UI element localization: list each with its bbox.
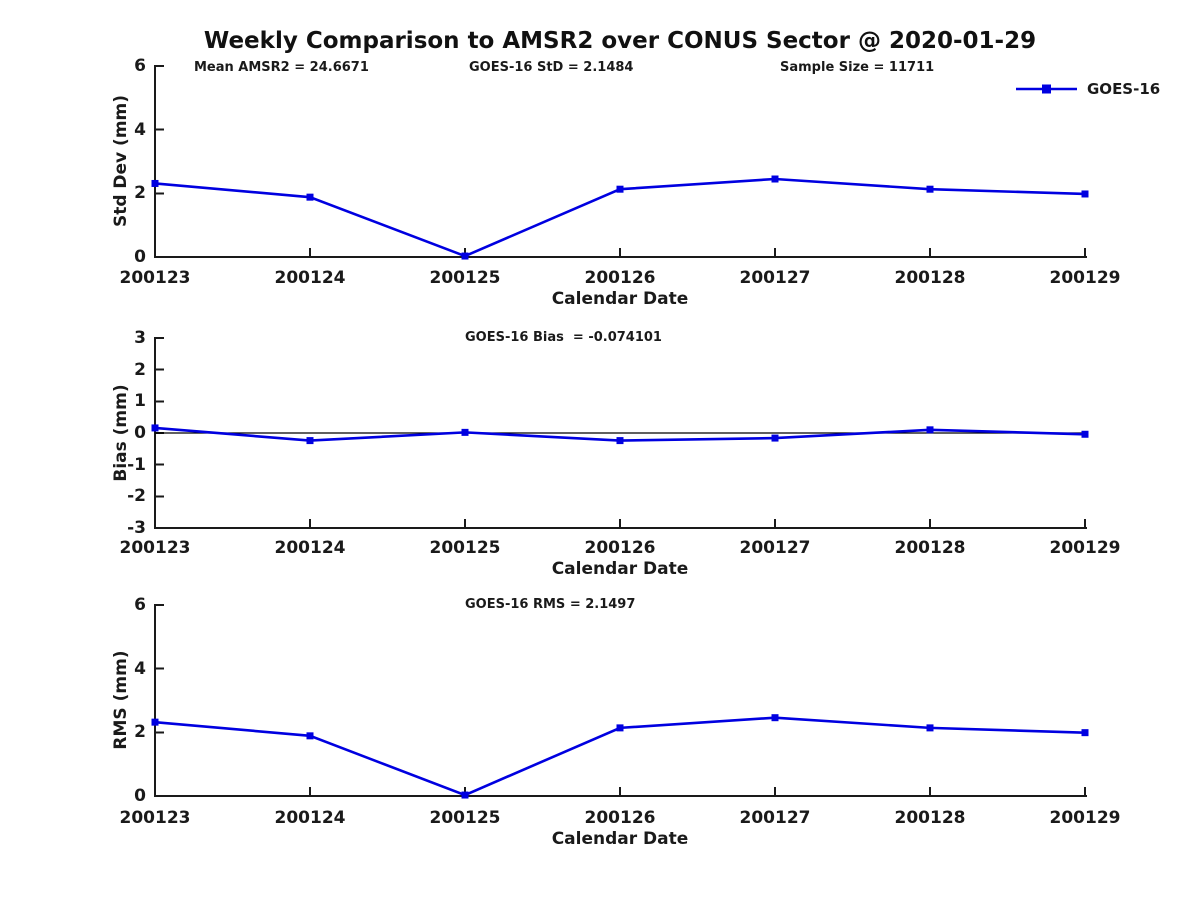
legend-marker [1042, 84, 1051, 94]
x-tick-label: 200124 [274, 268, 346, 288]
y-tick-label: 2 [134, 722, 146, 742]
y-tick-label: 0 [134, 786, 146, 806]
data-marker [616, 437, 624, 445]
data-marker [616, 724, 624, 732]
stat-mean-amsr2: Mean AMSR2 = 24.6671 [194, 60, 369, 75]
data-marker [771, 175, 779, 183]
legend-label: GOES-16 [1087, 80, 1161, 98]
y-tick-label: 4 [134, 659, 146, 679]
x-tick-label: 200126 [584, 268, 656, 288]
data-marker [306, 732, 314, 740]
main-title: Weekly Comparison to AMSR2 over CONUS Se… [203, 28, 1037, 54]
x-tick-label: 200127 [739, 808, 811, 828]
data-marker [926, 185, 934, 193]
data-marker [306, 193, 314, 201]
data-marker [771, 434, 779, 442]
x-tick-label: 200126 [584, 538, 656, 558]
data-marker [151, 179, 159, 187]
x-tick-label: 200129 [1049, 538, 1121, 558]
y-tick-label: -3 [127, 518, 146, 538]
x-tick-label: 200125 [429, 808, 501, 828]
x-tick-label: 200129 [1049, 808, 1121, 828]
y-tick-label: 3 [134, 328, 146, 348]
rms-chart-title: GOES-16 RMS = 2.1497 [465, 597, 636, 612]
x-tick-label: 200123 [119, 808, 191, 828]
y-tick-label: 6 [134, 595, 146, 615]
data-marker [1081, 190, 1089, 198]
data-marker [1081, 430, 1089, 438]
stat-sample-size: Sample Size = 11711 [780, 60, 935, 75]
y-tick-label: 4 [134, 120, 146, 140]
data-marker [1081, 729, 1089, 737]
axis-spines [154, 604, 1087, 797]
stddev-xaxis-title: Calendar Date [551, 289, 689, 309]
chart-2 [151, 604, 1089, 799]
x-tick-label: 200125 [429, 268, 501, 288]
data-marker [616, 185, 624, 193]
data-marker [151, 718, 159, 726]
axis-spines [154, 65, 1087, 258]
y-tick-label: 1 [134, 391, 146, 411]
x-tick-label: 200128 [894, 808, 966, 828]
x-tick-label: 200128 [894, 538, 966, 558]
y-tick-label: -1 [127, 455, 146, 475]
y-tick-label: 0 [134, 423, 146, 443]
data-marker [306, 437, 314, 445]
data-marker [926, 724, 934, 732]
data-marker [461, 428, 469, 436]
data-marker [771, 714, 779, 722]
rms-xaxis-title: Calendar Date [551, 829, 689, 849]
bias-chart-title: GOES-16 Bias = -0.074101 [465, 330, 662, 345]
y-tick-label: 2 [134, 360, 146, 380]
x-tick-label: 200126 [584, 808, 656, 828]
data-marker [461, 252, 469, 260]
data-marker [461, 791, 469, 799]
chart-0 [151, 65, 1089, 260]
x-tick-label: 200129 [1049, 268, 1121, 288]
x-tick-label: 200124 [274, 808, 346, 828]
y-tick-label: 0 [134, 247, 146, 267]
y-tick-label: -2 [127, 486, 146, 506]
x-tick-label: 200127 [739, 268, 811, 288]
bias-xaxis-title: Calendar Date [551, 559, 689, 579]
y-tick-label: 6 [134, 56, 146, 76]
stat-goes16-std: GOES-16 StD = 2.1484 [469, 60, 634, 75]
chart-1 [151, 337, 1089, 529]
x-tick-label: 200127 [739, 538, 811, 558]
x-tick-label: 200128 [894, 268, 966, 288]
data-marker [151, 424, 159, 432]
x-tick-label: 200123 [119, 268, 191, 288]
data-marker [926, 426, 934, 434]
x-tick-label: 200123 [119, 538, 191, 558]
x-tick-label: 200125 [429, 538, 501, 558]
stddev-axis-title: Std Dev (mm) [111, 94, 131, 228]
x-tick-label: 200124 [274, 538, 346, 558]
y-tick-label: 2 [134, 183, 146, 203]
